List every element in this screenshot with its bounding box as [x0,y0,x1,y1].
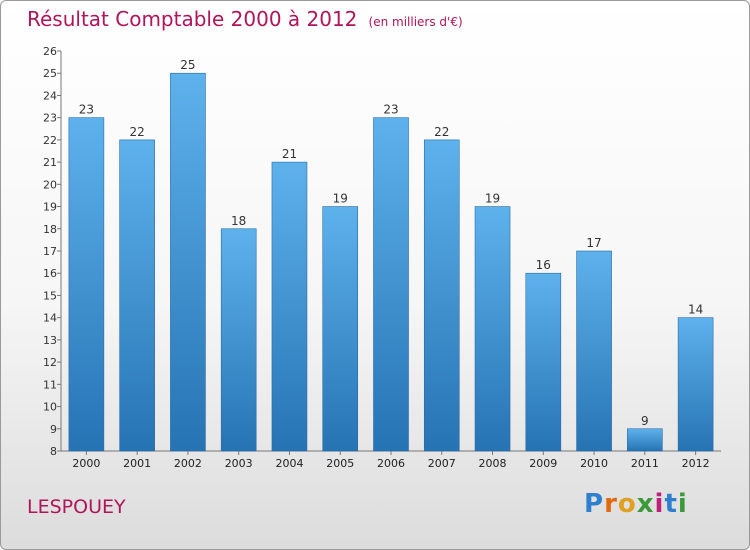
bar-value-label: 16 [536,258,551,272]
bar [119,139,155,452]
logo-letter-r: r [604,489,618,519]
bar [271,161,308,452]
y-tick-label: 13 [43,334,57,347]
x-tick-label: 2012 [682,457,710,470]
logo-letter-i2: i [677,489,688,519]
y-tick-label: 18 [43,223,57,236]
y-tick-label: 12 [43,356,57,369]
bar [576,250,612,452]
x-tick-label: 2007 [428,457,456,470]
chart-title-main: Résultat Comptable 2000 à 2012 [27,7,358,31]
proxiti-logo[interactable]: Proxiti [584,489,688,519]
y-tick-label: 23 [43,112,57,125]
bar-value-label: 21 [282,147,297,161]
y-tick-label: 9 [50,423,57,436]
logo-letter-o: o [617,489,637,519]
chart-title: Résultat Comptable 2000 à 2012 (en milli… [27,7,463,31]
bar [474,206,511,452]
bar-value-label: 23 [79,103,94,117]
x-tick-label: 2003 [225,457,253,470]
bar [423,139,460,452]
y-tick-label: 25 [43,67,57,80]
y-tick-label: 17 [43,245,57,258]
x-tick-label: 2004 [275,457,303,470]
y-tick-label: 26 [43,45,57,58]
logo-letter-p: P [584,489,605,519]
bar [677,317,714,452]
bar-value-label: 23 [383,103,398,117]
y-tick-label: 20 [43,178,57,191]
y-tick-label: 22 [43,134,57,147]
city-name: LESPOUEY [27,496,126,518]
bar-value-label: 19 [485,192,500,206]
y-tick-label: 21 [43,156,57,169]
y-tick-label: 15 [43,289,57,302]
x-tick-label: 2006 [377,457,405,470]
x-tick-label: 2010 [580,457,608,470]
logo-letter-t: t [664,489,678,519]
x-tick-label: 2000 [72,457,100,470]
logo-letter-x: x [636,489,655,519]
y-tick-label: 24 [43,89,57,102]
x-tick-label: 2011 [631,457,659,470]
x-tick-label: 2008 [479,457,507,470]
bar [627,428,663,452]
bar [525,272,562,452]
y-tick-label: 10 [43,401,57,414]
bar-value-label: 18 [231,214,246,228]
bar-value-label: 17 [586,236,601,250]
y-tick-label: 16 [43,267,57,280]
bar [322,206,359,452]
chart-title-unit: (en milliers d'€) [368,15,463,29]
y-tick-label: 8 [50,445,57,458]
y-tick-label: 14 [43,312,57,325]
bar-value-label: 14 [688,303,703,317]
bar [170,72,206,452]
bar [220,228,257,452]
bar-value-label: 9 [641,414,649,428]
x-tick-label: 2001 [123,457,151,470]
bar-value-label: 19 [333,192,348,206]
x-tick-label: 2005 [326,457,354,470]
logo-letter-i1: i [654,489,665,519]
bar [373,117,409,452]
bar [68,117,105,452]
x-tick-label: 2009 [529,457,557,470]
bar-value-label: 22 [130,125,145,139]
x-tick-label: 2002 [174,457,202,470]
y-tick-label: 11 [43,378,57,391]
y-tick-label: 19 [43,201,57,214]
bar-value-label: 22 [434,125,449,139]
bar-value-label: 25 [180,58,195,72]
